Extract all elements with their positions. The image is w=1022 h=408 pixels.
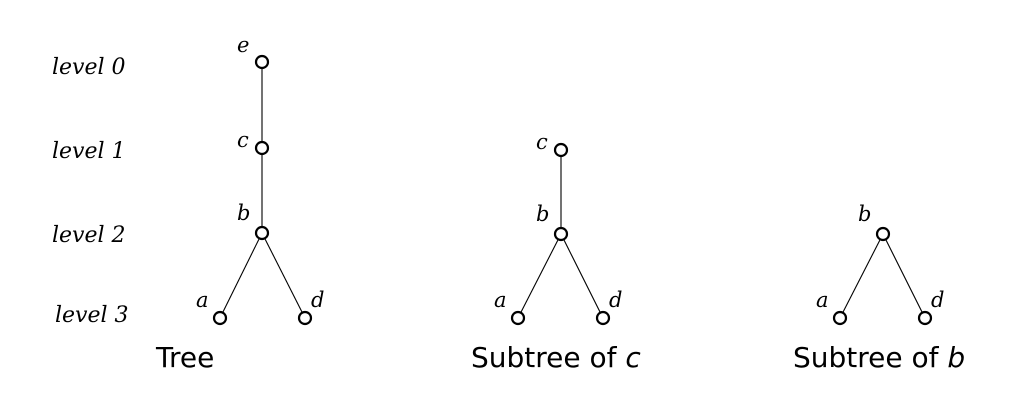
trees: e c b a d Tree c b a d Subtree of c b a d Subtree of b xyxy=(155,33,965,374)
node-b xyxy=(553,226,569,242)
caption-subtree-c: Subtree of c xyxy=(471,341,641,374)
node-d xyxy=(595,310,611,326)
node-b xyxy=(254,225,270,241)
node-label-c: c xyxy=(536,130,548,154)
node-c xyxy=(553,142,569,158)
tree-tree: e c b a d Tree xyxy=(155,33,324,374)
caption-subtree-b: Subtree of b xyxy=(793,341,965,374)
node-a xyxy=(510,310,526,326)
node-label-a: a xyxy=(494,288,507,312)
node-a xyxy=(832,310,848,326)
node-label-b: b xyxy=(858,202,871,226)
level-label-0: level 0 xyxy=(52,55,126,80)
level-labels: level 0 level 1 level 2 level 3 xyxy=(52,55,129,328)
tree-subtree-b: b a d Subtree of b xyxy=(793,202,965,374)
level-label-3: level 3 xyxy=(55,303,129,328)
node-label-b: b xyxy=(237,201,250,225)
node-a xyxy=(212,310,228,326)
node-d xyxy=(917,310,933,326)
edge-b-a xyxy=(517,233,562,319)
edge-b-a xyxy=(839,233,884,319)
node-label-d: d xyxy=(931,288,944,312)
edge-b-d xyxy=(560,233,604,319)
caption-text: Subtree of xyxy=(471,341,625,374)
caption-variable: b xyxy=(947,341,965,374)
tree-subtree-c: c b a d Subtree of c xyxy=(471,130,641,374)
caption-tree: Tree xyxy=(155,341,214,374)
node-label-d: d xyxy=(609,288,622,312)
node-label-c: c xyxy=(237,128,249,152)
level-label-1: level 1 xyxy=(52,139,126,164)
node-d xyxy=(297,310,313,326)
node-label-a: a xyxy=(816,288,829,312)
caption-variable: c xyxy=(625,341,641,374)
node-c xyxy=(254,140,270,156)
node-label-d: d xyxy=(311,288,324,312)
node-label-e: e xyxy=(237,33,249,57)
edge-b-d xyxy=(261,232,306,319)
node-label-b: b xyxy=(536,202,549,226)
edge-b-a xyxy=(219,232,263,319)
node-b xyxy=(875,226,891,242)
node-label-a: a xyxy=(196,288,209,312)
caption-text: Tree xyxy=(155,341,214,374)
edge-b-d xyxy=(882,233,926,319)
node-e xyxy=(254,54,270,70)
level-label-2: level 2 xyxy=(52,223,126,248)
caption-text: Subtree of xyxy=(793,341,947,374)
